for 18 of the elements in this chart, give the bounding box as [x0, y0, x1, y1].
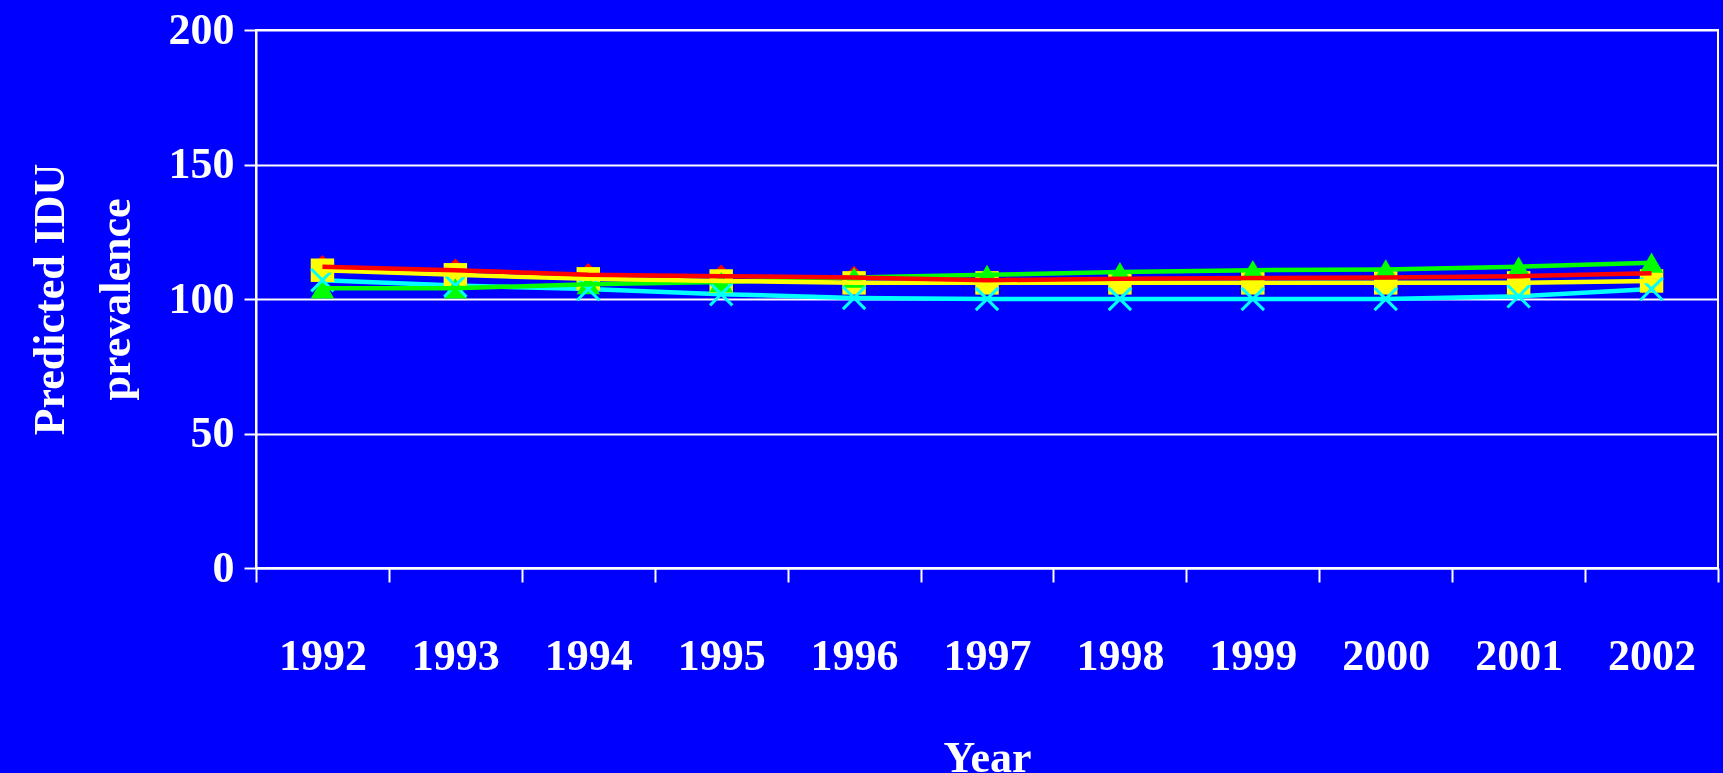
x-tick-label: 1993	[411, 630, 500, 680]
x-tick-label: 1999	[1209, 630, 1298, 680]
x-tick-label: 1997	[943, 630, 1032, 680]
x-axis-title: Year	[943, 732, 1032, 773]
x-tick-label: 1994	[544, 630, 633, 680]
x-tick-label: 2002	[1608, 630, 1697, 680]
y-tick-label: 200	[168, 4, 235, 54]
x-tick-label: 2000	[1342, 630, 1431, 680]
x-tick-label: 1998	[1076, 630, 1165, 680]
y-tick-label: 0	[212, 542, 235, 592]
x-tick-label: 1995	[677, 630, 766, 680]
x-tick-label: 2001	[1475, 630, 1564, 680]
y-tick-label: 150	[168, 139, 235, 188]
y-tick-label: 50	[190, 408, 235, 457]
y-axis-title: Predicted IDU prevalence	[24, 163, 140, 436]
x-tick-label: 1992	[278, 630, 367, 680]
x-tick-label: 1996	[810, 630, 899, 680]
y-tick-label: 100	[168, 273, 235, 323]
